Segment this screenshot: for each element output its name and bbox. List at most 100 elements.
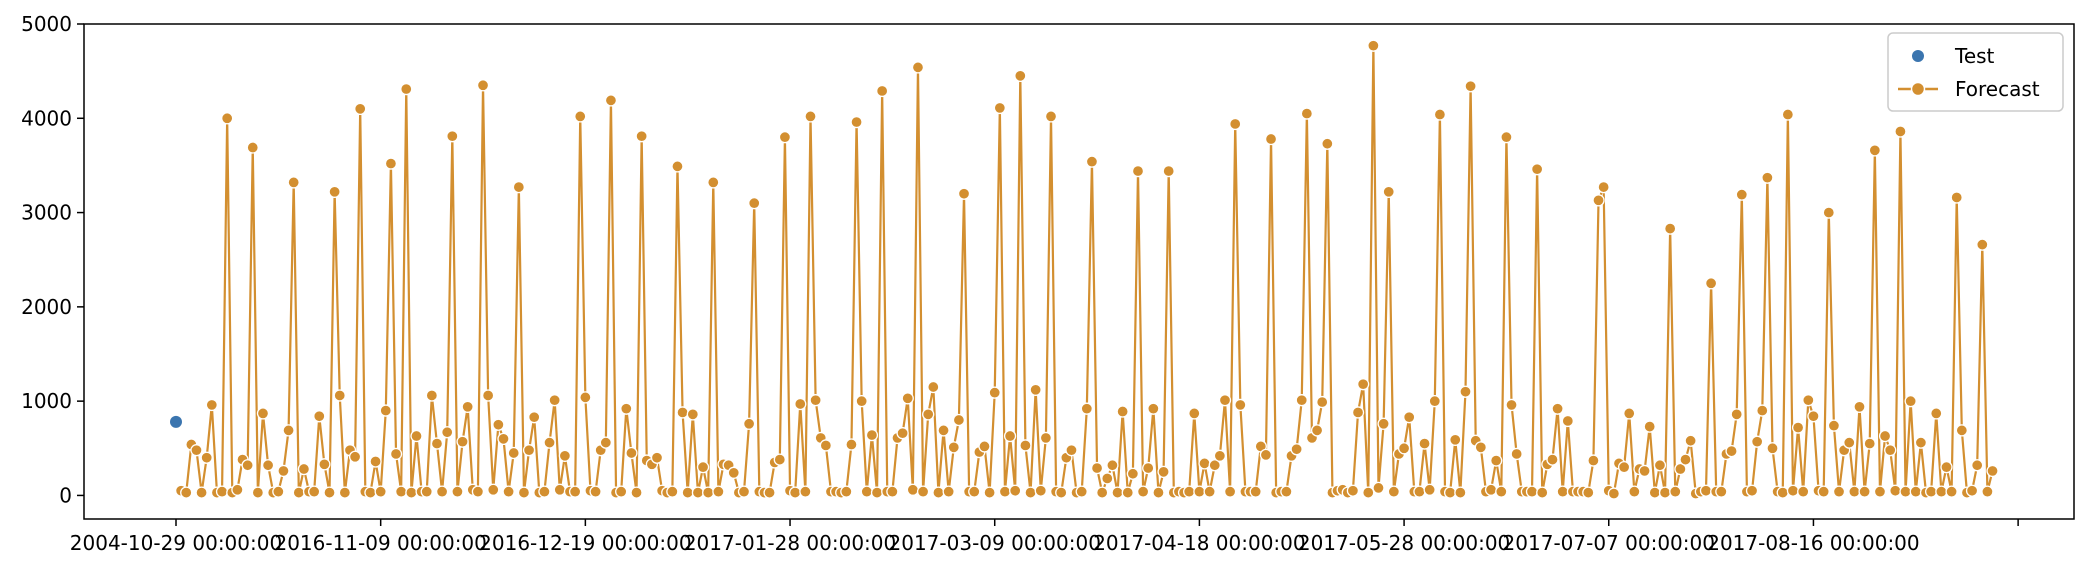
forecast-point <box>1617 460 1631 474</box>
forecast-point <box>1474 441 1487 454</box>
forecast-point <box>1556 485 1569 498</box>
forecast-point <box>1976 238 1989 251</box>
forecast-point <box>1500 130 1513 144</box>
forecast-point <box>215 485 229 498</box>
forecast-point <box>1003 429 1017 443</box>
forecast-point <box>205 398 218 412</box>
forecast-point <box>1403 411 1416 424</box>
forecast-point <box>1546 453 1559 466</box>
forecast-point <box>1822 206 1835 219</box>
forecast-point <box>1735 188 1748 201</box>
forecast-point <box>845 438 858 451</box>
forecast-point <box>292 486 305 499</box>
forecast-point <box>1203 485 1216 498</box>
forecast-point <box>313 410 326 423</box>
forecast-point <box>1971 459 1984 472</box>
forecast-point <box>1229 117 1242 131</box>
forecast-point <box>1751 435 1764 448</box>
forecast-point <box>1623 407 1636 420</box>
x-tick-label: 2016-12-19 00:00:00 <box>479 531 691 555</box>
forecast-point <box>1183 485 1196 498</box>
forecast-point <box>1725 444 1738 458</box>
forecast-point <box>1791 421 1805 434</box>
series-test <box>170 415 182 428</box>
forecast-point <box>221 112 234 125</box>
forecast-point <box>374 485 387 498</box>
forecast-point <box>1853 400 1866 413</box>
forecast-point <box>1638 464 1651 478</box>
forecast-point <box>1126 467 1140 480</box>
forecast-point <box>1413 485 1426 498</box>
forecast-point <box>896 427 909 440</box>
forecast-point <box>686 408 699 421</box>
forecast-point <box>1433 108 1447 121</box>
forecast-point <box>1592 194 1605 207</box>
forecast-point <box>1817 485 1830 498</box>
x-tick-label: 2017-05-28 00:00:00 <box>1298 531 1510 555</box>
forecast-point <box>615 485 628 498</box>
forecast-point <box>809 394 822 407</box>
forecast-point <box>860 485 873 498</box>
forecast-point <box>778 130 792 144</box>
forecast-point <box>1730 408 1743 421</box>
forecast-point <box>256 407 270 420</box>
forecast-point <box>1536 486 1549 499</box>
forecast-point <box>1367 39 1380 52</box>
x-tick-label: 2017-01-28 00:00:00 <box>684 531 896 555</box>
forecast-point <box>1766 442 1779 455</box>
forecast-point <box>287 176 300 189</box>
forecast-point <box>1950 191 1963 204</box>
forecast-point <box>308 485 321 498</box>
forecast-point <box>681 486 694 499</box>
forecast-point <box>901 392 914 405</box>
forecast-point <box>1346 484 1360 497</box>
forecast-point <box>1116 405 1129 418</box>
forecast-point <box>1843 436 1856 449</box>
forecast-point <box>1484 483 1498 496</box>
forecast-point <box>1055 486 1068 499</box>
forecast-point <box>410 429 423 443</box>
forecast-point <box>323 486 336 499</box>
legend-marker-test <box>1912 50 1924 62</box>
forecast-point <box>1745 484 1759 497</box>
forecast-point <box>1459 385 1472 398</box>
forecast-point <box>635 130 648 143</box>
forecast-point <box>180 486 193 499</box>
forecast-point <box>517 486 531 499</box>
forecast-point <box>1756 404 1769 417</box>
forecast-point <box>435 485 449 498</box>
forecast-point <box>906 483 919 496</box>
forecast-point <box>1356 378 1370 391</box>
forecast-point <box>1423 483 1436 496</box>
forecast-point <box>1218 394 1232 407</box>
forecast-point <box>1351 406 1365 419</box>
forecast-point <box>568 485 582 498</box>
forecast-point <box>1264 132 1278 146</box>
forecast-point <box>1321 137 1334 150</box>
forecast-point <box>190 444 203 457</box>
forecast-point <box>528 411 541 424</box>
forecast-point <box>737 485 751 498</box>
forecast-point <box>1443 486 1457 499</box>
forecast-point <box>1781 108 1795 121</box>
forecast-point <box>650 451 664 464</box>
forecast-point <box>241 459 254 472</box>
forecast-point <box>1090 461 1104 475</box>
forecast-point <box>1464 80 1477 93</box>
forecast-point <box>543 436 556 449</box>
forecast-point <box>1490 454 1503 467</box>
forecast-point <box>1454 486 1467 499</box>
forecast-point <box>957 187 971 200</box>
forecast-point <box>691 486 705 499</box>
forecast-point <box>1965 484 1979 497</box>
forecast-point <box>916 485 930 498</box>
forecast-point <box>998 485 1012 498</box>
forecast-point <box>666 485 679 498</box>
forecast-point <box>1505 398 1518 412</box>
y-tick-label: 3000 <box>21 201 72 225</box>
forecast-point <box>1495 485 1508 498</box>
forecast-point <box>1684 434 1697 447</box>
forecast-point <box>1106 459 1119 472</box>
forecast-point <box>599 436 612 449</box>
